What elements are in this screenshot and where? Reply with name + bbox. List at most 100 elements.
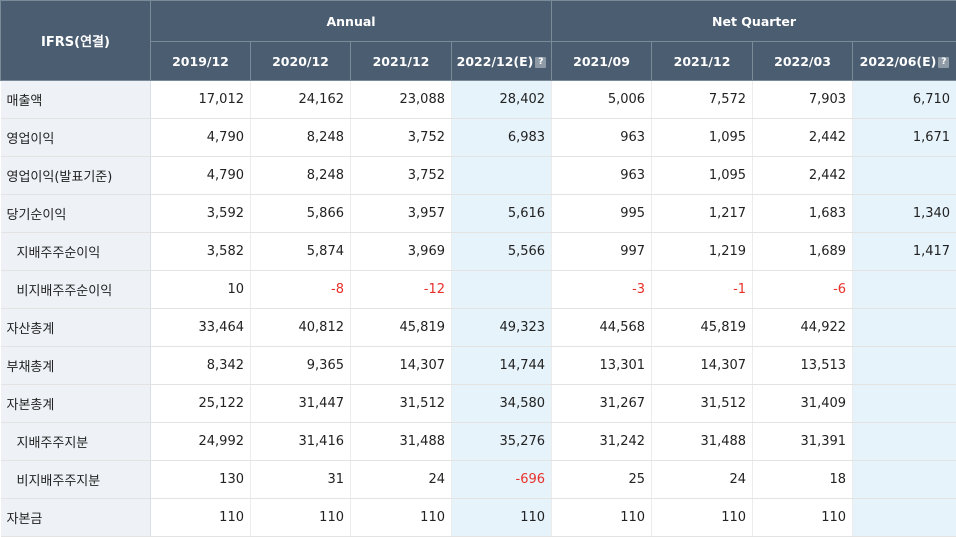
value-cell: -12 <box>351 271 452 309</box>
period-label: 2022/12(E) <box>457 54 534 69</box>
period-header: 2020/12 <box>251 42 351 81</box>
value-cell: 963 <box>552 157 652 195</box>
row-label: 지배주주순이익 <box>1 233 151 271</box>
value-cell: 7,572 <box>652 81 753 119</box>
period-header: 2019/12 <box>151 42 251 81</box>
question-icon[interactable]: ? <box>938 57 949 68</box>
value-cell: 23,088 <box>351 81 452 119</box>
value-cell: 31,409 <box>753 385 853 423</box>
value-cell: 9,365 <box>251 347 351 385</box>
row-label: 영업이익 <box>1 119 151 157</box>
value-cell <box>853 461 956 499</box>
value-cell: 31,391 <box>753 423 853 461</box>
value-cell: 1,095 <box>652 157 753 195</box>
value-cell: 3,582 <box>151 233 251 271</box>
row-label: 지배주주지분 <box>1 423 151 461</box>
value-cell: 35,276 <box>452 423 552 461</box>
value-cell: 3,969 <box>351 233 452 271</box>
value-cell: 24,162 <box>251 81 351 119</box>
value-cell: 5,616 <box>452 195 552 233</box>
value-cell: -696 <box>452 461 552 499</box>
value-cell: 31,488 <box>351 423 452 461</box>
value-cell: 3,752 <box>351 119 452 157</box>
period-header: 2021/12 <box>351 42 452 81</box>
value-cell: 6,710 <box>853 81 956 119</box>
value-cell: 44,922 <box>753 309 853 347</box>
value-cell: 2,442 <box>753 119 853 157</box>
row-label: 자본총계 <box>1 385 151 423</box>
value-cell: -1 <box>652 271 753 309</box>
period-label: 2022/06(E) <box>860 54 937 69</box>
value-cell: 31,242 <box>552 423 652 461</box>
value-cell: 6,983 <box>452 119 552 157</box>
value-cell: 17,012 <box>151 81 251 119</box>
value-cell: 1,217 <box>652 195 753 233</box>
value-cell: 24,992 <box>151 423 251 461</box>
value-cell: 8,248 <box>251 157 351 195</box>
value-cell: 130 <box>151 461 251 499</box>
value-cell: 1,689 <box>753 233 853 271</box>
value-cell: 14,744 <box>452 347 552 385</box>
value-cell: 5,566 <box>452 233 552 271</box>
value-cell <box>853 347 956 385</box>
value-cell: 24 <box>652 461 753 499</box>
value-cell: 31,447 <box>251 385 351 423</box>
value-cell: 1,671 <box>853 119 956 157</box>
value-cell: 13,301 <box>552 347 652 385</box>
value-cell: 3,592 <box>151 195 251 233</box>
value-cell: 25,122 <box>151 385 251 423</box>
value-cell: 25 <box>552 461 652 499</box>
period-header-estimate: 2022/12(E)? <box>452 42 552 81</box>
value-cell <box>853 157 956 195</box>
value-cell <box>853 385 956 423</box>
value-cell: 28,402 <box>452 81 552 119</box>
quarter-group-header: Net Quarter <box>552 1 956 42</box>
row-label: 매출액 <box>1 81 151 119</box>
value-cell: 1,095 <box>652 119 753 157</box>
row-label: 부채총계 <box>1 347 151 385</box>
period-header-estimate: 2022/06(E)? <box>853 42 956 81</box>
value-cell: -3 <box>552 271 652 309</box>
value-cell <box>853 271 956 309</box>
value-cell: -8 <box>251 271 351 309</box>
value-cell: 7,903 <box>753 81 853 119</box>
value-cell: 31,512 <box>351 385 452 423</box>
value-cell: 3,957 <box>351 195 452 233</box>
value-cell: 44,568 <box>552 309 652 347</box>
value-cell: 45,819 <box>652 309 753 347</box>
row-label: 당기순이익 <box>1 195 151 233</box>
question-icon[interactable]: ? <box>535 57 546 68</box>
row-label: 비지배주주지분 <box>1 461 151 499</box>
value-cell: 2,442 <box>753 157 853 195</box>
annual-group-header: Annual <box>151 1 552 42</box>
value-cell: 31 <box>251 461 351 499</box>
value-cell: 14,307 <box>652 347 753 385</box>
value-cell: 45,819 <box>351 309 452 347</box>
value-cell: 10 <box>151 271 251 309</box>
value-cell: 33,464 <box>151 309 251 347</box>
value-cell: 24 <box>351 461 452 499</box>
value-cell: 5,866 <box>251 195 351 233</box>
value-cell: 31,416 <box>251 423 351 461</box>
value-cell: 31,512 <box>652 385 753 423</box>
corner-header: IFRS(연결) <box>1 1 151 81</box>
value-cell: 4,790 <box>151 157 251 195</box>
value-cell: -6 <box>753 271 853 309</box>
value-cell: 18 <box>753 461 853 499</box>
value-cell: 1,340 <box>853 195 956 233</box>
period-header: 2021/09 <box>552 42 652 81</box>
value-cell: 963 <box>552 119 652 157</box>
value-cell <box>452 271 552 309</box>
value-cell: 31,267 <box>552 385 652 423</box>
value-cell: 5,874 <box>251 233 351 271</box>
value-cell <box>853 423 956 461</box>
value-cell: 14,307 <box>351 347 452 385</box>
value-cell: 31,488 <box>652 423 753 461</box>
